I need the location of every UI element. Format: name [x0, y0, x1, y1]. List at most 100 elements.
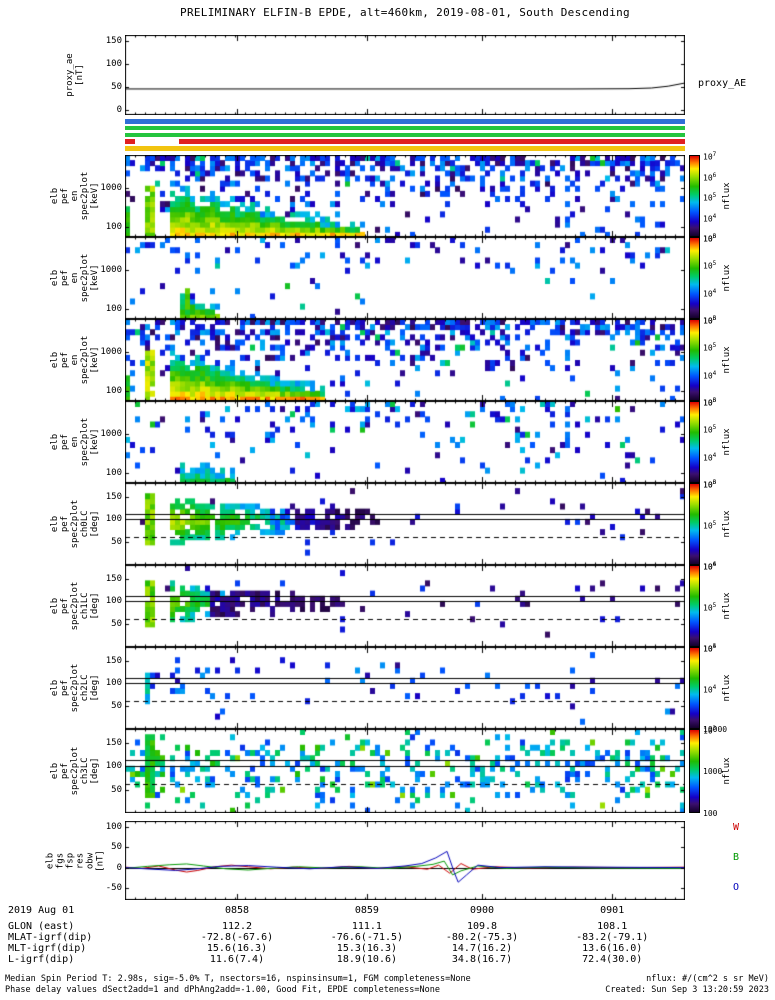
panel-ch1-ytick-label: 50: [111, 619, 122, 630]
panel-en3-colorbar-tick: 104: [703, 451, 717, 463]
panel-ch1-colorbar-tick: 104: [703, 643, 717, 654]
ephemeris-cell: 13.6(16.0): [582, 943, 643, 954]
panel-ch1-colorbar-title-text: nflux: [722, 592, 732, 620]
ephemeris-cell: -72.8(-67.6): [200, 932, 274, 943]
xaxis-time-label-0900: 0900: [469, 905, 495, 916]
strip-segment: [125, 132, 685, 138]
panel-en2-colorbar-tick: 106: [703, 315, 717, 326]
panel-ch0-colorbar-tick: 104: [703, 561, 717, 572]
strip-segment: [125, 146, 685, 151]
proxy-ae-right-label: proxy_AE: [698, 78, 747, 89]
panel-en0-colorbar-title: nflux: [722, 155, 734, 237]
panel-en0-colorbar-tick: 103: [703, 233, 717, 244]
panel-en1-colorbar-tick: 105: [703, 260, 717, 271]
panel-ch2-colorbar-tick: 104: [703, 684, 717, 695]
panel-ch1-ytick-label: 150: [105, 573, 122, 584]
footer-flux-units: nflux: #/(cm^2 s sr MeV): [646, 974, 769, 984]
panel-obw-ytick-label: 50: [111, 842, 122, 853]
ephemeris-cell: 111.1: [351, 921, 382, 932]
ephemeris-row-label: GLON (east): [8, 921, 75, 932]
ephemeris-cell: 109.8: [466, 921, 498, 932]
panel-ch0-ytick-label: 50: [111, 537, 122, 548]
footer-spin-period: Median Spin Period T: 2.98s, sig=-5.0% T…: [5, 974, 471, 984]
panel-en1-colorbar-tick: 106: [703, 233, 717, 244]
ephemeris-cell: 15.3(16.3): [336, 943, 398, 954]
panel-en3-colorbar-title-text: nflux: [722, 428, 732, 456]
panel-obw-plot: [125, 821, 685, 900]
ephemeris-cell: 14.7(16.2): [451, 943, 513, 954]
panel-proxy-ytick-label: 50: [111, 81, 122, 92]
panel-proxy-plot: [125, 35, 685, 115]
panel-en0-colorbar-tick: 104: [703, 212, 717, 224]
panel-en0-colorbar: [689, 155, 700, 237]
panel-obw-ytick-label: 0: [116, 862, 122, 873]
panel-ch2-plot: [125, 647, 685, 729]
xaxis-time-label-0859: 0859: [354, 905, 379, 916]
panel-en2-ytick-label: 1000: [100, 346, 122, 357]
ephemeris-row-label: MLAT-igrf(dip): [8, 932, 93, 943]
strip-segment: [125, 125, 685, 131]
panel-ch1-colorbar-tick: 105: [703, 602, 717, 613]
footer-phase-delay: Phase delay values dSect2add=1 and dPhAn…: [5, 985, 440, 995]
panel-en1-ytick-label: 100: [105, 303, 122, 314]
series-label-O: O: [733, 882, 740, 894]
xaxis-date-label: 2019 Aug 01: [8, 905, 75, 916]
quality-strip-blue: [125, 119, 685, 124]
panel-ch0-colorbar-tick: 106: [703, 479, 717, 490]
panel-en1-colorbar-title-text: nflux: [722, 264, 732, 292]
ephemeris-cell: 112.2: [221, 921, 253, 932]
panel-en3-colorbar-tick: 105: [703, 424, 717, 435]
quality-strips: [125, 119, 685, 153]
ephemeris-row-label: MLT-igrf(dip): [8, 943, 87, 954]
panel-ch3-colorbar: [689, 729, 700, 813]
panel-ch0-colorbar: [689, 483, 700, 565]
panel-proxy-ytick-label: 100: [105, 58, 122, 69]
panel-en2-colorbar-tick: 104: [703, 369, 717, 381]
series-label-B: B: [733, 851, 740, 863]
panel-en3-colorbar-tick: 103: [703, 479, 717, 490]
quality-strip-yellow: [125, 146, 685, 151]
panel-en3-ytick-label: 1000: [100, 428, 122, 439]
ephemeris-cell: 11.6(7.4): [209, 954, 265, 965]
ephemeris-cell: 108.1: [597, 921, 628, 932]
quality-strip-green-1: [125, 125, 685, 131]
panel-en1-colorbar: [689, 237, 700, 319]
panel-en2-colorbar-title: nflux: [722, 319, 734, 401]
ephemeris-cell: -76.6(-71.5): [330, 932, 404, 943]
panel-en3-colorbar-title: nflux: [722, 401, 734, 483]
panel-ch0-colorbar-tick: 105: [703, 520, 717, 531]
xaxis-time-label-0858: 0858: [224, 905, 250, 916]
quality-strip-red: [125, 139, 685, 144]
panel-en0-colorbar-tick: 105: [703, 192, 717, 203]
panel-ch3-colorbar-tick: 10000: [703, 725, 728, 734]
panel-ch3-colorbar-tick: 1000: [703, 767, 723, 776]
strip-segment: [125, 139, 136, 144]
footer-created-timestamp: Created: Sun Sep 3 13:20:59 2023: [605, 985, 769, 995]
panel-en0-ytick-label: 100: [105, 221, 122, 232]
panel-en2-colorbar-tick: 103: [703, 397, 717, 408]
panel-ch0-ytick-label: 100: [105, 514, 122, 525]
panel-en0-ytick-label: 1000: [100, 182, 122, 193]
panel-en1-colorbar-tick: 103: [703, 315, 717, 326]
panel-ch1-colorbar-title: nflux: [722, 565, 734, 647]
panel-en1-colorbar-title: nflux: [722, 237, 734, 319]
panel-ch0-ytick-label: 150: [105, 491, 122, 502]
panel-en2-plot: [125, 319, 685, 401]
panel-ch2-colorbar: [689, 647, 700, 729]
panel-ch3-ytick-label: 100: [105, 761, 122, 772]
panel-ch3-colorbar-title: nflux: [722, 729, 734, 813]
panel-ch1-colorbar-tick: 106: [703, 561, 717, 572]
plot-title: PRELIMINARY ELFIN-B EPDE, alt=460km, 201…: [180, 6, 630, 19]
ephemeris-cell: 15.6(16.3): [206, 943, 268, 954]
panel-en2-colorbar: [689, 319, 700, 401]
panel-en1-colorbar-tick: 104: [703, 287, 717, 299]
panel-obw-ytick-label: 100: [105, 822, 122, 833]
panel-ch1-colorbar: [689, 565, 700, 647]
panel-ch3-ytick-label: 150: [105, 738, 122, 748]
panel-en3-colorbar: [689, 401, 700, 483]
panel-en0-plot: [125, 155, 685, 237]
panel-ch2-colorbar-tick: 103: [703, 725, 717, 736]
panel-ch0-colorbar-title-text: nflux: [722, 510, 732, 538]
panel-ch1-ytick-label: 100: [105, 596, 122, 607]
panel-en0-colorbar-title-text: nflux: [722, 182, 732, 210]
